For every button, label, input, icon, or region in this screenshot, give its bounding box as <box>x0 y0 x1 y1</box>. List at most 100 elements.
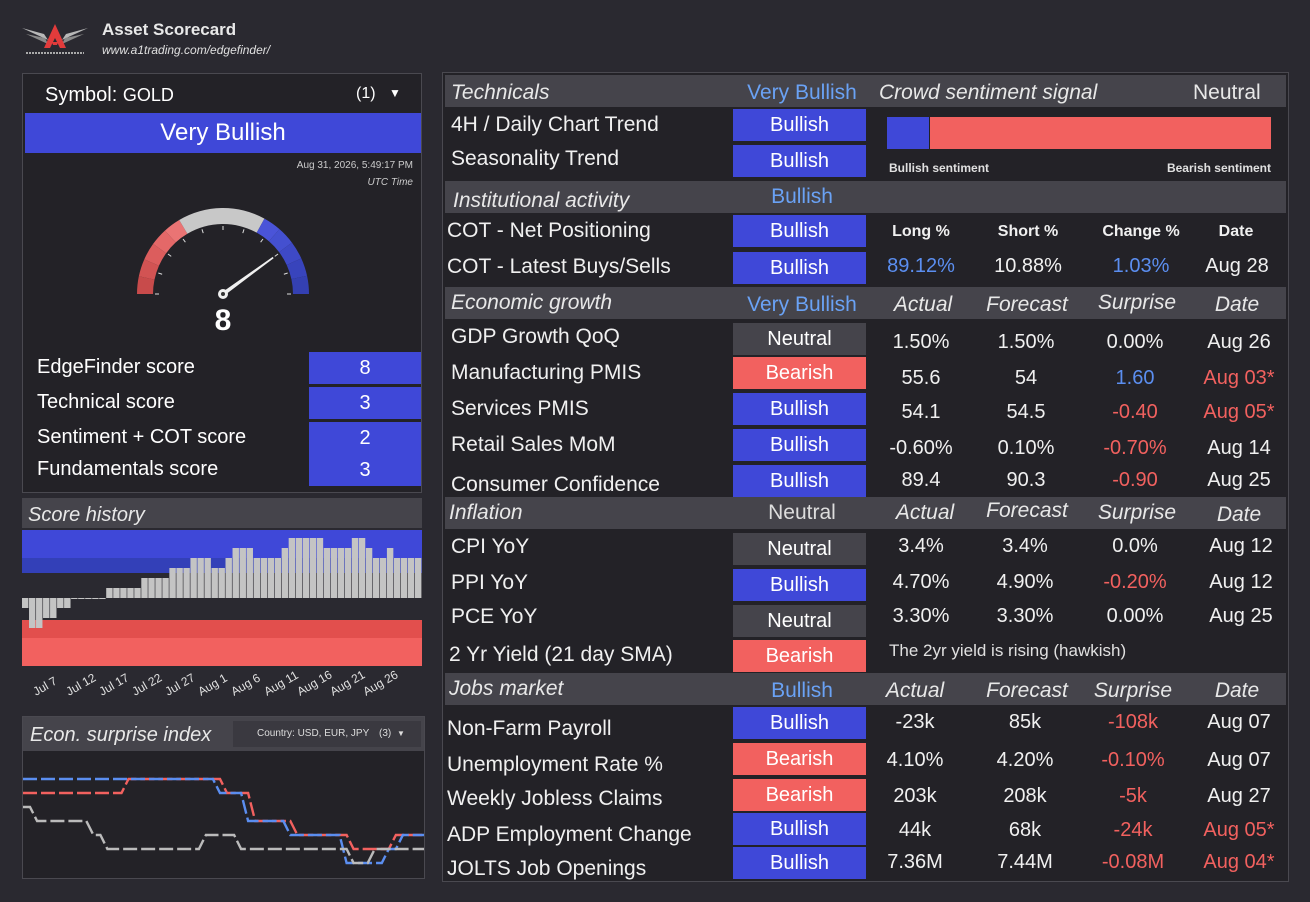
gauge-bullish-zone <box>268 229 292 253</box>
row-label: GDP Growth QoQ <box>451 325 620 348</box>
crowd-sentiment-title: Crowd sentiment signal <box>879 81 1098 104</box>
column-header: Date <box>1218 223 1254 240</box>
score-history-bar <box>190 558 197 598</box>
gauge-bullish-zone <box>286 258 308 280</box>
score-history-bearish-edge <box>22 620 422 638</box>
gauge-bearish-zone <box>138 259 159 280</box>
score-history-date-label: Aug 16 <box>295 667 335 698</box>
score-history-bar <box>29 598 36 628</box>
release-date: Aug 25 <box>1209 605 1273 627</box>
score-history-bar <box>344 548 352 598</box>
econ-surprise-chart[interactable] <box>23 753 424 878</box>
score-history-bar <box>22 598 29 608</box>
surprise-value: -0.90 <box>1112 469 1158 491</box>
change-percent: 1.03% <box>1112 255 1170 277</box>
surprise-value: -0.40 <box>1112 401 1158 423</box>
column-header: Actual <box>895 501 955 524</box>
release-date: Aug 25 <box>1207 469 1271 491</box>
section-title: Institutional activity <box>453 189 630 212</box>
score-history-bar <box>120 588 127 598</box>
symbol-count[interactable]: (1) <box>356 85 376 102</box>
surprise-value: 0.00% <box>1106 331 1164 353</box>
gauge-hub-center <box>221 292 225 296</box>
gauge-tick <box>242 229 245 234</box>
score-history-bar <box>323 548 331 598</box>
score-history-bar <box>274 558 282 598</box>
row-label: PCE YoY <box>451 605 538 628</box>
gauge-value: 8 <box>214 304 232 337</box>
column-header: Actual <box>885 679 945 702</box>
score-label: Technical score <box>37 391 175 413</box>
surprise-value: -24k <box>1113 819 1153 841</box>
bullish-sentiment-label: Bullish sentiment <box>889 161 990 175</box>
econ-surprise-title: Econ. surprise index <box>30 724 212 746</box>
gauge-bearish-zone <box>144 243 167 266</box>
score-history-bar <box>414 558 422 598</box>
symbol-panel: Symbol: GOLD (1) ▼ Very Bullish Aug 31, … <box>22 73 422 493</box>
bias-badge: Bullish <box>733 847 866 879</box>
score-history-bar <box>71 598 78 599</box>
score-history-bar <box>267 558 275 598</box>
score-history-bar <box>253 558 260 598</box>
score-history-header: Score history <box>22 498 422 528</box>
release-date: Aug 03* <box>1203 367 1275 389</box>
score-row-edgefinder: EdgeFinder score 8 <box>37 352 421 385</box>
scorecard-table: Technicals Very Bullish Crowd sentiment … <box>442 72 1289 882</box>
score-history-bar <box>106 588 113 598</box>
score-history-bar <box>99 598 106 599</box>
symbol-selector[interactable]: Symbol: GOLD <box>45 84 174 107</box>
econ-surprise-series-line <box>23 777 424 851</box>
gauge-bullish-zone <box>256 218 280 242</box>
release-date: Aug 12 <box>1209 571 1273 593</box>
column-header: Long % <box>892 223 950 240</box>
score-history-bar <box>309 538 317 598</box>
page-url[interactable]: www.a1trading.com/edgefinder/ <box>102 43 271 57</box>
section-header-jobs: Jobs market Bullish Actual Forecast Surp… <box>445 673 1286 705</box>
column-header: Surprise <box>1093 679 1173 702</box>
country-count: (3) <box>379 728 392 739</box>
score-history-bar <box>43 598 50 618</box>
gauge-needle <box>220 256 274 295</box>
surprise-value: -108k <box>1107 711 1159 733</box>
score-history-bar <box>169 568 176 598</box>
score-row-sentiment-cot: Sentiment + COT score 2 <box>37 422 421 455</box>
timezone-label: UTC Time <box>367 177 413 188</box>
forecast-value: 208k <box>1003 785 1047 807</box>
score-history-bar <box>330 548 338 598</box>
score-history-bar <box>162 578 169 598</box>
score-history-date-label: Aug 21 <box>328 667 368 698</box>
score-label: Sentiment + COT score <box>37 426 247 448</box>
score-history-date-label: Aug 26 <box>361 667 401 698</box>
section-header-institutional: Institutional activity Bullish <box>445 181 1286 213</box>
score-history-date-label: Aug 6 <box>229 671 263 699</box>
score-history-bar <box>197 558 204 598</box>
econ-surprise-series-line <box>23 805 424 865</box>
dropdown-caret-icon[interactable]: ▼ <box>397 729 405 738</box>
score-history-bar <box>155 578 162 598</box>
column-header: Surprise <box>1097 291 1177 314</box>
release-date: Aug 05* <box>1203 819 1275 841</box>
bias-badge: Bullish <box>733 145 866 177</box>
score-history-bar <box>393 558 401 598</box>
symbol-label: Symbol: <box>45 84 118 106</box>
actual-value: 54.1 <box>901 401 941 423</box>
bias-badge: Bullish <box>733 569 866 601</box>
dropdown-caret-icon[interactable]: ▼ <box>389 86 401 100</box>
score-history-chart[interactable] <box>22 530 422 666</box>
cot-date: Aug 28 <box>1205 255 1269 277</box>
release-date: Aug 07 <box>1207 749 1271 771</box>
country-selector[interactable]: Country: USD, EUR, JPY (3) ▼ <box>233 721 421 747</box>
actual-value: -23k <box>895 711 935 733</box>
gauge-tick <box>182 238 186 243</box>
a1-trading-logo <box>18 20 92 60</box>
gauge-bearish-zone <box>164 219 188 243</box>
section-header-inflation: Inflation Neutral Actual Forecast Surpri… <box>445 497 1286 529</box>
score-history-bar <box>127 588 134 598</box>
score-history-date-label: Jul 7 <box>31 674 60 699</box>
score-history-bar <box>379 558 387 598</box>
score-history-bar <box>204 558 211 598</box>
surprise-value: 0.0% <box>1112 535 1158 557</box>
score-history-bar <box>176 568 183 598</box>
score-history-bearish-band <box>22 638 422 666</box>
column-header: Date <box>1214 293 1260 316</box>
